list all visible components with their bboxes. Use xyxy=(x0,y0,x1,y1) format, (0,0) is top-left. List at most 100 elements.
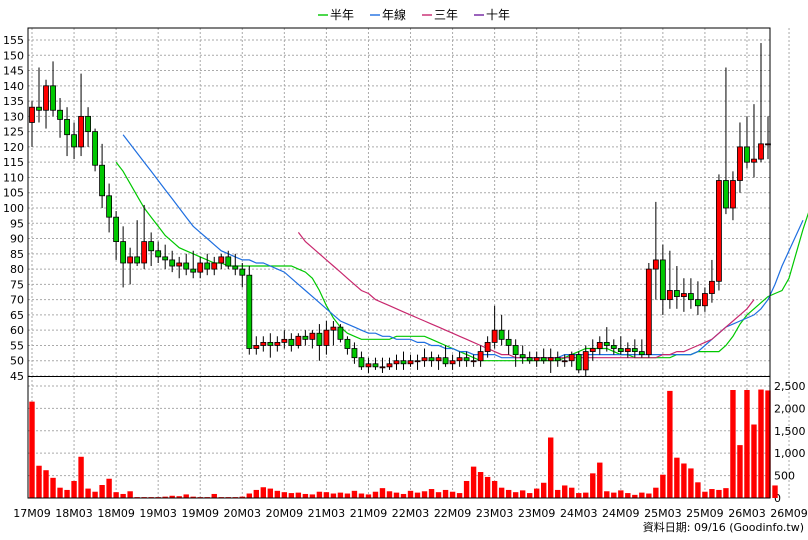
candle xyxy=(218,253,225,270)
candle xyxy=(127,247,134,285)
candle-body xyxy=(428,357,435,362)
volume-bar xyxy=(351,490,358,498)
volume-tick-label: 0 xyxy=(774,492,781,505)
x-tick-label: 25M09 xyxy=(686,507,724,520)
volume-bar xyxy=(604,491,610,498)
candle xyxy=(36,67,42,123)
candle xyxy=(211,256,218,276)
candle-body xyxy=(414,360,421,363)
x-tick-label: 17M09 xyxy=(13,507,51,520)
candle xyxy=(730,171,736,221)
candle xyxy=(575,351,582,373)
candle xyxy=(491,305,498,349)
volume-bar xyxy=(365,494,372,498)
candle-body xyxy=(71,134,77,148)
candle xyxy=(702,287,708,312)
candle-body xyxy=(43,85,49,111)
candle-body xyxy=(190,268,197,273)
candle-body xyxy=(393,360,400,365)
chart-legend: 半年 年線 三年 十年 xyxy=(318,7,510,22)
candle-body xyxy=(92,131,98,166)
candle-body xyxy=(281,338,288,343)
candle xyxy=(533,351,540,367)
candle xyxy=(617,336,624,355)
volume-bar xyxy=(519,490,526,498)
candle xyxy=(344,336,351,355)
volume-bars xyxy=(29,389,778,498)
volume-bar xyxy=(667,390,673,498)
candle-body xyxy=(386,363,393,368)
candle-body xyxy=(127,256,134,264)
candle-body xyxy=(85,115,91,133)
candle-body xyxy=(50,85,56,111)
volume-bar xyxy=(407,490,414,498)
legend-label: 三年 xyxy=(434,8,458,22)
volume-bar xyxy=(400,493,407,498)
candle-body xyxy=(540,357,547,362)
candle xyxy=(723,67,729,215)
price-tick-label: 70 xyxy=(10,294,24,307)
candle-body xyxy=(232,265,239,270)
candle xyxy=(582,345,589,376)
candle-body xyxy=(141,241,148,264)
candle xyxy=(330,321,337,346)
volume-bar xyxy=(590,473,596,498)
candle xyxy=(309,330,316,349)
candle-body xyxy=(274,341,281,346)
candle xyxy=(652,201,659,300)
candle-body xyxy=(218,256,225,264)
candle xyxy=(624,342,631,358)
volume-bar xyxy=(548,437,554,498)
price-tick-label: 75 xyxy=(10,278,24,291)
volume-bar xyxy=(113,492,119,498)
price-tick-label: 125 xyxy=(3,126,24,139)
candle xyxy=(758,43,764,163)
volume-bar xyxy=(190,496,196,498)
candle xyxy=(50,61,56,117)
candle xyxy=(379,357,386,373)
price-tick-label: 60 xyxy=(10,324,24,337)
candle-body xyxy=(239,268,246,276)
volume-bar xyxy=(274,490,281,498)
candle xyxy=(456,351,463,367)
candle xyxy=(547,348,554,373)
candle xyxy=(190,250,197,279)
volume-bar xyxy=(526,493,533,498)
candlesticks xyxy=(29,43,771,376)
volume-bar xyxy=(183,494,189,498)
volume-bar xyxy=(246,493,252,498)
candle-body xyxy=(596,341,603,349)
candle xyxy=(106,183,113,233)
candle xyxy=(498,314,505,346)
candle xyxy=(666,250,673,309)
x-tick-label: 19M03 xyxy=(139,507,177,520)
candle-body xyxy=(723,180,729,209)
candle-body xyxy=(162,256,169,261)
volume-bar xyxy=(323,492,330,498)
candle-body xyxy=(547,357,554,362)
candle xyxy=(470,354,477,367)
price-axis: 45 50 55 60 65 70 75 80 85 90 95 100 105 110 115 120 125… xyxy=(3,34,24,383)
volume-bar xyxy=(611,492,617,498)
candle xyxy=(463,351,470,367)
volume-bar xyxy=(71,480,77,498)
candle-body xyxy=(337,326,344,340)
volume-bar xyxy=(99,485,105,498)
candle-body xyxy=(134,256,141,264)
volume-bar xyxy=(127,491,133,498)
candle xyxy=(744,116,750,169)
candle-body xyxy=(709,280,715,294)
volume-bar xyxy=(583,492,589,498)
candle xyxy=(183,253,190,276)
candle xyxy=(43,79,49,129)
volume-bar xyxy=(337,492,344,498)
price-tick-label: 110 xyxy=(3,171,24,184)
candle xyxy=(631,339,638,358)
candle-body xyxy=(225,256,232,267)
candle-body xyxy=(716,180,722,282)
volume-bar xyxy=(660,474,666,498)
candle-body xyxy=(631,348,638,352)
price-tick-label: 140 xyxy=(3,80,24,93)
candle-body xyxy=(400,360,407,365)
volume-bar xyxy=(505,489,512,498)
